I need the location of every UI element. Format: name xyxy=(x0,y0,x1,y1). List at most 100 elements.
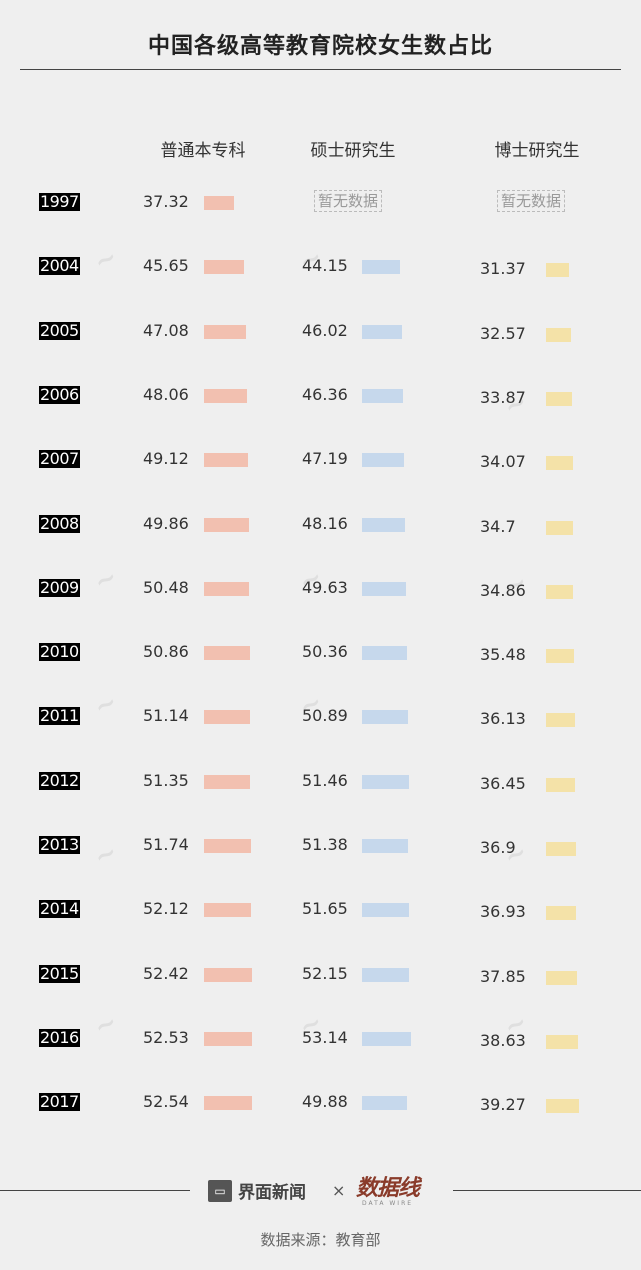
table-row: 2007 49.12 47.19 34.07 xyxy=(0,446,641,476)
year-label: 2011 xyxy=(39,706,80,726)
master-value: 48.16 xyxy=(302,513,348,533)
doctor-bar xyxy=(546,970,577,985)
doctor-value: 35.48 xyxy=(480,645,526,665)
brand-jiemian-name: 界面新闻 xyxy=(238,1183,306,1203)
brand-datawire-name: 数据线 xyxy=(356,1175,420,1201)
undergrad-bar xyxy=(204,646,250,661)
table-row: 2012 51.35 51.46 36.45 xyxy=(0,768,641,798)
table-row: 2013 51.74 51.38 36.9 xyxy=(0,832,641,862)
doctor-value: 32.57 xyxy=(480,323,526,343)
master-bar xyxy=(362,839,409,853)
year-label: 2015 xyxy=(39,963,80,983)
doctor-value: 38.63 xyxy=(480,1030,526,1050)
undergrad-bar xyxy=(204,260,244,275)
undergrad-bar xyxy=(204,453,248,468)
year-label: 2007 xyxy=(39,449,80,469)
doctor-value: 36.45 xyxy=(480,773,526,793)
column-header-undergrad: 普通本专科 xyxy=(160,141,246,161)
year-label: 2014 xyxy=(39,899,80,919)
undergrad-bar xyxy=(204,581,250,596)
master-value: 50.89 xyxy=(302,706,348,726)
year-label: 2010 xyxy=(39,642,80,662)
master-bar xyxy=(362,903,409,918)
footer-divider-right xyxy=(453,1190,641,1191)
master-value: 50.36 xyxy=(302,642,348,662)
master-bar xyxy=(362,581,407,596)
undergrad-value: 47.08 xyxy=(143,320,189,340)
master-bar xyxy=(362,324,403,339)
year-label: 2012 xyxy=(39,770,80,790)
master-value: 51.46 xyxy=(302,770,348,790)
brand-jiemian: ▭ 界面新闻 xyxy=(208,1178,306,1203)
doctor-value: 36.13 xyxy=(480,709,526,729)
title-divider xyxy=(20,69,621,70)
undergrad-value: 51.14 xyxy=(143,706,189,726)
undergrad-bar xyxy=(204,774,251,789)
master-value: 46.02 xyxy=(302,320,348,340)
table-row: 2006 48.06 46.36 33.87 xyxy=(0,382,641,412)
master-value: 47.19 xyxy=(302,449,348,469)
master-value: 53.14 xyxy=(302,1027,348,1047)
undergrad-bar xyxy=(204,388,247,403)
master-bar xyxy=(362,710,408,725)
table-row: 2008 49.86 48.16 34.7 xyxy=(0,511,641,541)
master-bar xyxy=(362,453,404,468)
undergrad-bar xyxy=(204,903,252,918)
undergrad-bar xyxy=(204,1096,252,1111)
no-data-badge: 暂无数据 xyxy=(314,190,383,212)
undergrad-bar xyxy=(204,1031,252,1046)
master-bar xyxy=(362,517,405,532)
table-row: 2016 52.53 53.14 38.63 xyxy=(0,1025,641,1055)
undergrad-value: 49.12 xyxy=(143,449,189,469)
year-label: 2017 xyxy=(39,1092,80,1112)
doctor-bar xyxy=(546,391,573,406)
undergrad-value: 51.35 xyxy=(143,770,189,790)
year-label: 2004 xyxy=(39,256,80,276)
doctor-value: 34.07 xyxy=(480,452,526,472)
undergrad-bar xyxy=(204,839,251,853)
column-header-master: 硕士研究生 xyxy=(310,141,396,161)
table-row: 2011 51.14 50.89 36.13 xyxy=(0,703,641,733)
doctor-bar xyxy=(546,263,570,278)
brand-datawire: 数据线 DATA WIRE xyxy=(356,1170,426,1212)
master-value: 49.88 xyxy=(302,1092,348,1112)
master-value: 51.65 xyxy=(302,899,348,919)
master-bar xyxy=(362,646,408,661)
undergrad-value: 52.53 xyxy=(143,1027,189,1047)
year-label: 2008 xyxy=(39,513,80,533)
doctor-bar xyxy=(546,327,571,342)
undergrad-value: 45.65 xyxy=(143,256,189,276)
doctor-bar xyxy=(546,520,574,535)
undergrad-value: 52.42 xyxy=(143,963,189,983)
year-label: 2013 xyxy=(39,835,80,854)
doctor-value: 34.86 xyxy=(480,580,526,600)
undergrad-bar xyxy=(204,967,252,982)
undergrad-value: 51.74 xyxy=(143,835,189,854)
doctor-bar xyxy=(546,584,574,599)
no-data-badge: 暂无数据 xyxy=(497,190,566,212)
master-value: 51.38 xyxy=(302,835,348,854)
master-bar xyxy=(362,260,401,275)
brand-datawire-sub: DATA WIRE xyxy=(362,1200,414,1207)
doctor-bar xyxy=(546,713,575,728)
data-source: 数据来源：教育部 xyxy=(260,1231,381,1249)
undergrad-value: 37.32 xyxy=(143,192,189,211)
doctor-value: 36.9 xyxy=(480,838,516,857)
table-row: 2004 45.65 44.15 31.37 xyxy=(0,253,641,283)
doctor-bar xyxy=(546,649,575,664)
undergrad-bar xyxy=(204,324,246,339)
master-value: 46.36 xyxy=(302,384,348,404)
undergrad-value: 49.86 xyxy=(143,513,189,533)
doctor-value: 31.37 xyxy=(480,259,526,279)
doctor-bar xyxy=(546,1034,578,1049)
year-label: 2009 xyxy=(39,577,80,597)
year-label: 2016 xyxy=(39,1027,80,1047)
chart-title: 中国各级高等教育院校女生数占比 xyxy=(147,34,493,59)
master-value: 52.15 xyxy=(302,963,348,983)
doctor-value: 37.85 xyxy=(480,966,526,986)
undergrad-value: 50.86 xyxy=(143,642,189,662)
doctor-bar xyxy=(546,906,576,921)
table-row: 2017 52.54 49.88 39.27 xyxy=(0,1089,641,1119)
master-bar xyxy=(362,967,410,982)
undergrad-value: 50.48 xyxy=(143,577,189,597)
